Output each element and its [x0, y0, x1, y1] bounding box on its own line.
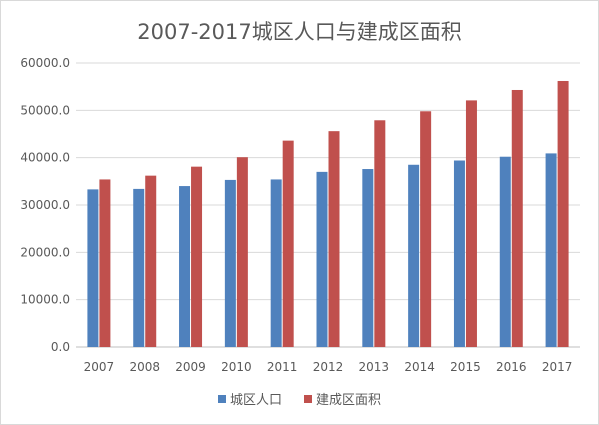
- bar-population: [179, 186, 191, 347]
- x-tick-label: 2012: [313, 360, 344, 374]
- x-tick-label: 2015: [450, 360, 481, 374]
- bar-built-area: [282, 140, 294, 347]
- bar-built-area: [236, 157, 248, 347]
- x-tick-label: 2009: [175, 360, 206, 374]
- bar-population: [545, 153, 557, 347]
- legend-item-built-area: 建成区面积: [304, 389, 381, 408]
- y-tick-label: 10000.0: [20, 293, 70, 307]
- bar-population: [316, 171, 328, 347]
- bar-built-area: [374, 120, 386, 347]
- legend-swatch-population: [217, 394, 226, 403]
- y-tick-label: 0.0: [51, 340, 70, 354]
- bar-population: [408, 164, 420, 347]
- x-tick-label: 2014: [404, 360, 435, 374]
- legend-swatch-built-area: [304, 394, 312, 403]
- bar-built-area: [191, 166, 203, 347]
- y-tick-label: 40000.0: [20, 151, 70, 165]
- x-tick-label: 2016: [496, 360, 527, 374]
- bar-built-area: [557, 80, 569, 347]
- bar-population: [270, 179, 282, 347]
- bar-built-area: [511, 89, 523, 347]
- legend-item-population: 城区人口: [217, 389, 282, 408]
- y-tick-label: 30000.0: [20, 198, 70, 212]
- legend-label-population: 城区人口: [229, 393, 282, 408]
- x-tick-label: 2008: [129, 360, 160, 374]
- x-tick-label: 2017: [542, 360, 573, 374]
- bar-built-area: [328, 131, 340, 347]
- bar-population: [499, 156, 511, 347]
- bar-population: [362, 169, 374, 347]
- bar-built-area: [465, 100, 477, 347]
- bar-population: [133, 188, 145, 347]
- y-tick-label: 60000.0: [20, 56, 70, 70]
- bar-population: [453, 160, 465, 347]
- chart-title: 2007-2017城区人口与建成区面积: [137, 20, 462, 44]
- legend-label-built-area: 建成区面积: [316, 393, 382, 408]
- bar-built-area: [145, 175, 157, 347]
- y-tick-label: 20000.0: [20, 245, 70, 259]
- legend: 城区人口 建成区面积: [0, 389, 599, 408]
- bar-population: [224, 179, 236, 347]
- x-tick-label: 2007: [84, 360, 115, 374]
- bar-built-area: [99, 179, 111, 347]
- x-tick-label: 2010: [221, 360, 252, 374]
- x-tick-label: 2011: [267, 360, 298, 374]
- bar-population: [87, 189, 99, 347]
- x-tick-label: 2013: [359, 360, 390, 374]
- y-tick-label: 50000.0: [20, 103, 70, 117]
- bar-built-area: [420, 111, 432, 347]
